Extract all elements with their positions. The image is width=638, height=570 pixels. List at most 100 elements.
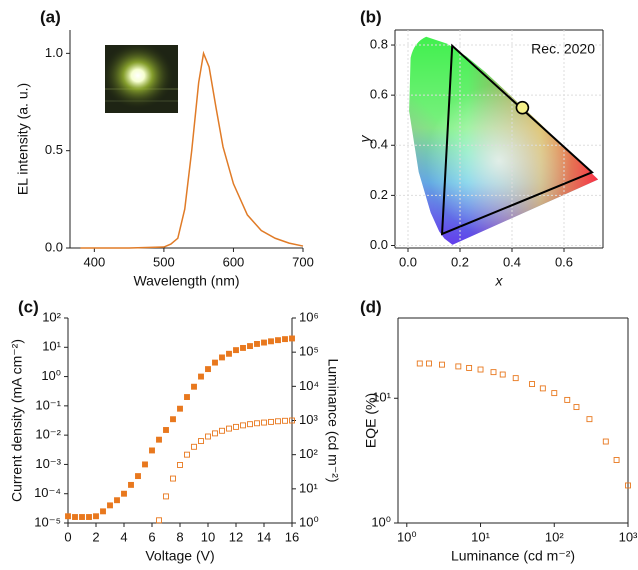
y-tick-label: 0.6: [370, 87, 388, 102]
x-tick-label: 0.2: [451, 254, 469, 269]
y-tick-label: 0.0: [45, 239, 63, 254]
x-tick-label: 0.4: [503, 254, 521, 269]
y-tick-label: 0.8: [370, 36, 388, 51]
data-point: [177, 405, 183, 412]
y-axis-label: EL intensity (a. u.): [15, 83, 31, 195]
data-point: [564, 396, 571, 403]
y-tick-label: 10⁻³: [35, 456, 61, 471]
data-point: [198, 373, 204, 380]
data-point: [72, 514, 78, 520]
x-axis-label: x: [495, 273, 504, 289]
x-tick-label: 8: [176, 529, 183, 544]
x-tick-label: 10⁰: [397, 529, 417, 544]
data-point: [282, 336, 288, 343]
data-point: [282, 417, 288, 424]
data-point: [573, 404, 580, 411]
x-axis-label: Voltage (V): [145, 548, 214, 564]
data-point: [289, 335, 295, 342]
x-axis-label: Wavelength (nm): [133, 273, 239, 289]
plots: 400 500 600 700 0.0 0.5 1.0 (a) Wavelength (nm) E…: [9, 7, 638, 563]
data-point: [170, 416, 176, 423]
y-axis-label: y: [357, 135, 373, 144]
data-point: [184, 451, 190, 458]
y2-tick-label: 10⁰: [299, 514, 319, 529]
data-point: [477, 366, 484, 373]
data-point: [268, 418, 274, 425]
y2-tick-label: 10⁵: [299, 344, 319, 359]
y-tick-label: 0.0: [370, 237, 388, 252]
data-point: [247, 421, 253, 428]
data-point: [233, 347, 239, 354]
y-tick-label: 10⁻¹: [35, 397, 61, 412]
y-tick-label: 1.0: [45, 45, 63, 60]
data-point: [177, 462, 183, 468]
data-point: [212, 430, 218, 437]
x-tick-label: 12: [229, 529, 243, 544]
data-point: [551, 390, 558, 397]
device-photo: [105, 45, 178, 113]
x-tick-label: 10¹: [471, 529, 490, 544]
y2-tick-label: 10¹: [299, 480, 318, 495]
data-point: [499, 371, 506, 378]
data-point: [79, 514, 85, 520]
data-point: [191, 383, 197, 390]
y-tick-label: 0.5: [45, 142, 63, 157]
data-point: [602, 438, 609, 445]
data-point: [198, 438, 204, 445]
data-point: [289, 417, 295, 424]
x-tick-label: 16: [285, 529, 299, 544]
data-point: [121, 490, 127, 497]
x-tick-label: 0.6: [555, 254, 573, 269]
data-point: [142, 461, 148, 468]
x-tick-label: 2: [92, 529, 99, 544]
data-point: [275, 418, 281, 425]
data-point: [163, 427, 169, 433]
data-point: [512, 375, 519, 382]
data-point: [490, 369, 497, 376]
color-point: [515, 100, 530, 115]
data-point: [455, 363, 462, 370]
data-point: [613, 457, 620, 463]
data-point: [254, 340, 260, 347]
data-point: [149, 447, 155, 454]
data-point: [529, 381, 536, 387]
data-point: [247, 343, 253, 350]
data-point: [254, 420, 260, 427]
data-point: [114, 497, 120, 504]
data-point: [86, 514, 92, 520]
data-point: [212, 359, 218, 366]
data-point: [107, 502, 113, 509]
data-point: [163, 493, 169, 500]
data-point: [226, 425, 232, 432]
x-tick-label: 10³: [619, 529, 638, 544]
x-tick-label: 10: [201, 529, 215, 544]
data-point: [240, 344, 246, 351]
x-tick-label: 700: [292, 254, 314, 269]
data-point: [261, 339, 267, 346]
y-axis-label: EQE (%): [363, 393, 379, 448]
x-tick-label: 4: [120, 529, 127, 544]
data-point: [184, 394, 190, 400]
y2-tick-label: 10⁶: [299, 309, 319, 324]
x-tick-label: 500: [153, 254, 175, 269]
panel-label: (d): [360, 297, 382, 316]
data-point: [135, 473, 141, 480]
y-tick-label: 10⁻²: [35, 427, 61, 442]
data-point: [65, 513, 71, 520]
data-point: [156, 517, 162, 524]
data-point: [226, 350, 232, 357]
data-point: [268, 338, 274, 345]
data-point: [93, 513, 99, 520]
y-tick-label: 10¹: [372, 390, 391, 405]
x-tick-label: 0.0: [399, 254, 417, 269]
data-point: [439, 361, 445, 368]
data-point: [219, 427, 225, 434]
x-tick-label: 0: [64, 529, 71, 544]
data-point: [466, 364, 473, 371]
y-tick-label: 0.2: [370, 187, 388, 202]
x-tick-label: 14: [257, 529, 271, 544]
y-axis-label: Current density (mA cm⁻²): [9, 339, 25, 502]
data-point: [233, 423, 239, 430]
data-point: [170, 475, 176, 482]
